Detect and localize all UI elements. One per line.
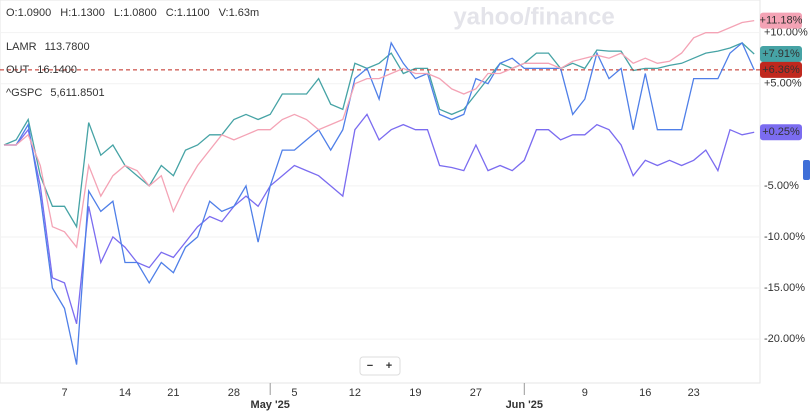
legend-price: 16.1400	[37, 64, 77, 76]
legend-price: 113.7800	[45, 41, 90, 53]
value-badge-label: +11.18%	[760, 15, 803, 27]
x-tick-label: May '25	[251, 399, 290, 411]
x-tick-label: 12	[349, 387, 361, 399]
value-badge	[760, 46, 802, 63]
x-tick-label: 9	[582, 387, 588, 399]
value-badge	[760, 61, 802, 78]
legend-price: 5,611.8501	[50, 87, 104, 99]
x-tick-label: 23	[688, 387, 700, 399]
y-tick-label: -20.00%	[764, 333, 805, 345]
y-tick-label: -5.00%	[764, 180, 799, 192]
ohlc-value: L:1.0800	[114, 7, 157, 19]
x-tick-label: 28	[228, 387, 240, 399]
value-badge-label: +6.36%	[762, 64, 800, 76]
x-tick-label: 7	[61, 387, 67, 399]
zoom-box	[359, 356, 401, 376]
y-tick-label: +10.00%	[764, 27, 808, 39]
series-line	[4, 41, 755, 365]
ohlc-value: V:1.63m	[219, 7, 260, 19]
series-line	[4, 19, 755, 249]
value-badge	[760, 12, 802, 29]
y-tick-label: -10.00%	[764, 231, 805, 243]
ohlc-value: H:1.1300	[60, 7, 105, 19]
x-tick-label: 19	[409, 387, 421, 399]
x-tick-label: 14	[119, 387, 131, 399]
x-tick-label: 21	[167, 387, 179, 399]
legend-name[interactable]: ^GSPC	[6, 87, 42, 99]
y-tick-label: -15.00%	[764, 282, 805, 294]
watermark: yahoo/finance	[453, 3, 614, 30]
y-tick-label: +5.00%	[764, 78, 802, 90]
zoom-button[interactable]: −	[367, 360, 373, 372]
side-tab[interactable]	[803, 160, 810, 180]
value-badge	[760, 124, 802, 141]
legend-name[interactable]: OUT	[6, 64, 30, 76]
x-tick-label: Jun '25	[506, 399, 543, 411]
value-badge-label: +7.91%	[762, 48, 800, 60]
legend-name[interactable]: LAMR	[6, 41, 37, 53]
zoom-button[interactable]: +	[386, 360, 392, 372]
series-line	[3, 42, 755, 229]
ohlc-value: C:1.1100	[166, 7, 210, 19]
x-tick-label: 16	[639, 387, 651, 399]
plot-area	[0, 0, 761, 384]
x-tick-label: 27	[470, 387, 482, 399]
x-tick-label: 5	[291, 387, 297, 399]
series-line	[4, 113, 755, 324]
ohlc-value: O:1.0900	[6, 7, 51, 19]
value-badge-label: +0.25%	[762, 126, 800, 138]
